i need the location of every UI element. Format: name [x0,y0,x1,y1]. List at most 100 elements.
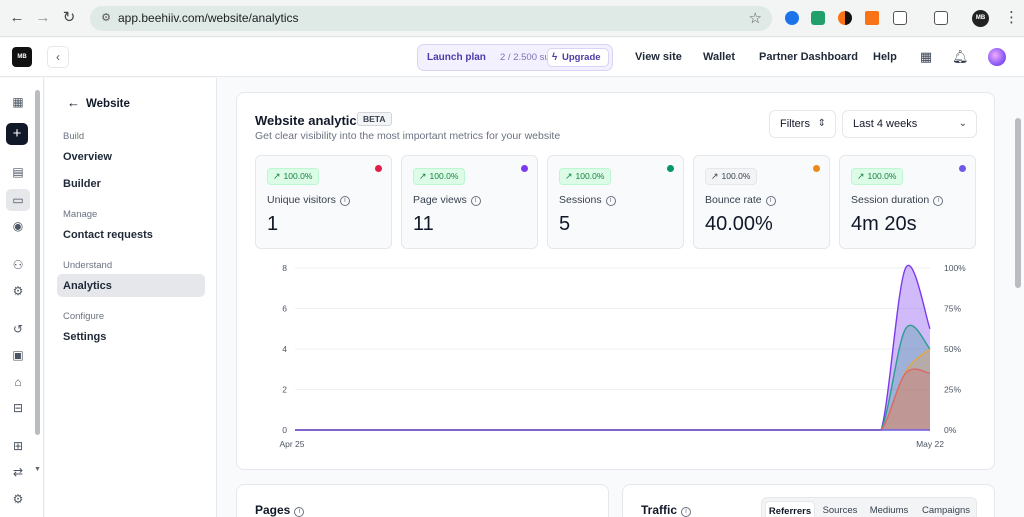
metric-card-unique-visitors[interactable]: ↗ 100.0% Unique visitors i 1 [255,155,392,249]
y-right-tick-label: 25% [944,385,961,395]
sidebar-item-builder[interactable]: Builder [63,178,101,190]
calendar-icon[interactable]: ▦ [919,49,933,64]
filters-button[interactable]: Filters ⇕ [769,110,836,138]
info-icon[interactable]: i [605,196,616,206]
traffic-title: Traffic i [641,503,692,517]
settings-gear-icon[interactable]: ⚙ [12,492,24,506]
series-line [294,324,931,431]
section-understand: Understand [63,260,113,271]
view-site-link[interactable]: View site [635,51,682,63]
info-icon[interactable]: i [470,196,481,206]
series-line [294,264,931,431]
beta-badge: BETA [357,112,392,126]
info-icon[interactable]: i [681,507,692,517]
rail-scrollbar[interactable] [35,90,40,435]
help-link[interactable]: Help [873,51,897,63]
audience-users-icon[interactable]: ⚇ [12,258,24,272]
forward-arrow-icon[interactable]: → [35,9,51,26]
tab-referrers[interactable]: Referrers [765,501,815,517]
y-left-tick-label: 4 [282,344,287,354]
sidebar-item-contact-requests[interactable]: Contact requests [63,229,153,241]
filters-label: Filters [780,118,810,130]
info-icon[interactable]: i [765,196,776,206]
back-to-website-link[interactable]: ← Website [67,95,130,110]
main-scrollbar[interactable] [1015,118,1021,288]
extension-icon[interactable] [811,11,825,25]
puzzle-extensions-icon[interactable] [893,11,907,25]
posts-document-icon[interactable]: ▤ [12,165,24,179]
tab-sources[interactable]: Sources [822,505,858,516]
trend-up-icon: ↗ [565,171,573,181]
metric-label-text: Bounce rate [705,194,762,206]
info-icon[interactable]: i [294,507,305,517]
back-arrow-icon[interactable]: ← [9,9,25,26]
metric-value: 11 [413,213,434,235]
change-badge: ↗ 100.0% [705,168,758,185]
section-configure: Configure [63,311,105,322]
wallet-link[interactable]: Wallet [703,51,735,63]
trend-up-icon: ↗ [711,171,719,181]
traffic-tabs: Referrers Sources Mediums Campaigns [761,497,977,517]
series-line [294,368,931,431]
tab-mediums[interactable]: Mediums [869,505,909,516]
podcast-mic-icon[interactable]: ◉ [12,219,24,233]
info-icon[interactable]: i [933,196,944,206]
website-monitor-icon[interactable]: ▭ [12,193,24,207]
app-logo[interactable]: MB [12,47,32,67]
pages-title: Pages i [255,503,305,517]
metric-card-session-duration[interactable]: ↗ 100.0% Session duration i 4m 20s [839,155,976,249]
y-right-tick-label: 50% [944,344,961,354]
series-dot [375,165,382,172]
browser-profile-avatar[interactable]: MB [972,10,989,27]
extension-icon[interactable] [785,11,799,25]
automation-icon[interactable]: ⇄ [12,465,24,479]
metric-card-page-views[interactable]: ↗ 100.0% Page views i 11 [401,155,538,249]
trend-up-icon: ↗ [273,171,281,181]
create-plus-button[interactable]: + [6,123,28,145]
address-url[interactable]: app.beehiiv.com/website/analytics [118,11,299,25]
partner-dashboard-link[interactable]: Partner Dashboard [759,51,859,63]
analytics-chart[interactable]: 0 2 4 6 8 0% 25% 50% 75% 100% Apr 25 May 22 [237,258,993,453]
metric-card-sessions[interactable]: ↗ 100.0% Sessions i 5 [547,155,684,249]
inbox-icon[interactable]: ⊟ [12,401,24,415]
metric-label: Bounce rate i [705,194,776,206]
referral-icon[interactable]: ⊞ [12,439,24,453]
metric-label-text: Session duration [851,194,930,206]
traffic-card: Traffic i Referrers Sources Mediums Campa… [622,484,995,517]
y-right-tick-label: 75% [944,304,961,314]
plan-box: Launch plan 2 / 2.500 subs ϟ Upgrade [417,44,613,71]
store-icon[interactable]: ⌂ [14,375,22,389]
change-value: 100.0% [867,171,897,181]
extension-icon[interactable] [865,11,879,25]
monetize-icon[interactable]: ▣ [12,348,24,362]
metric-card-bounce-rate[interactable]: ↗ 100.0% Bounce rate i 40.00% [693,155,830,249]
series-dot [521,165,528,172]
info-icon[interactable]: i [339,196,350,206]
metric-label-text: Unique visitors [267,194,336,206]
change-badge: ↗ 100.0% [267,168,320,185]
bookmark-star-icon[interactable]: ☆ [748,10,762,27]
metric-value: 40.00% [705,213,773,235]
browser-menu-icon[interactable]: ⋮ [1004,9,1019,26]
extension-icon[interactable] [838,11,852,25]
tab-campaigns[interactable]: Campaigns [921,505,971,516]
settings-gear-icon[interactable]: ⚙ [12,284,24,298]
site-info-icon[interactable]: ⚙ [101,12,111,24]
address-bar[interactable]: ⚙ app.beehiiv.com/website/analytics ☆ [90,6,772,31]
sidebar-item-settings[interactable]: Settings [63,331,107,343]
metric-label: Sessions i [559,194,616,206]
reload-icon[interactable]: ↻ [62,9,76,26]
collapse-sidebar-button[interactable]: ‹ [47,46,69,68]
user-avatar[interactable] [988,48,1006,66]
metric-label: Page views i [413,194,481,206]
bell-icon[interactable]: 🔔︎ [952,49,969,64]
upgrade-button[interactable]: ϟ Upgrade [547,48,609,67]
tab-search-icon[interactable] [934,11,948,25]
date-range-select[interactable]: Last 4 weeks ⌄ [842,110,977,138]
dashboard-grid-icon[interactable]: ▦ [12,95,24,109]
analytics-subtitle: Get clear visibility into the most impor… [255,130,561,142]
scroll-down-icon[interactable]: ▼ [34,466,41,473]
sidebar-item-overview[interactable]: Overview [63,151,112,163]
sidebar-item-analytics[interactable]: Analytics [63,280,112,292]
growth-icon[interactable]: ↺ [12,322,24,336]
